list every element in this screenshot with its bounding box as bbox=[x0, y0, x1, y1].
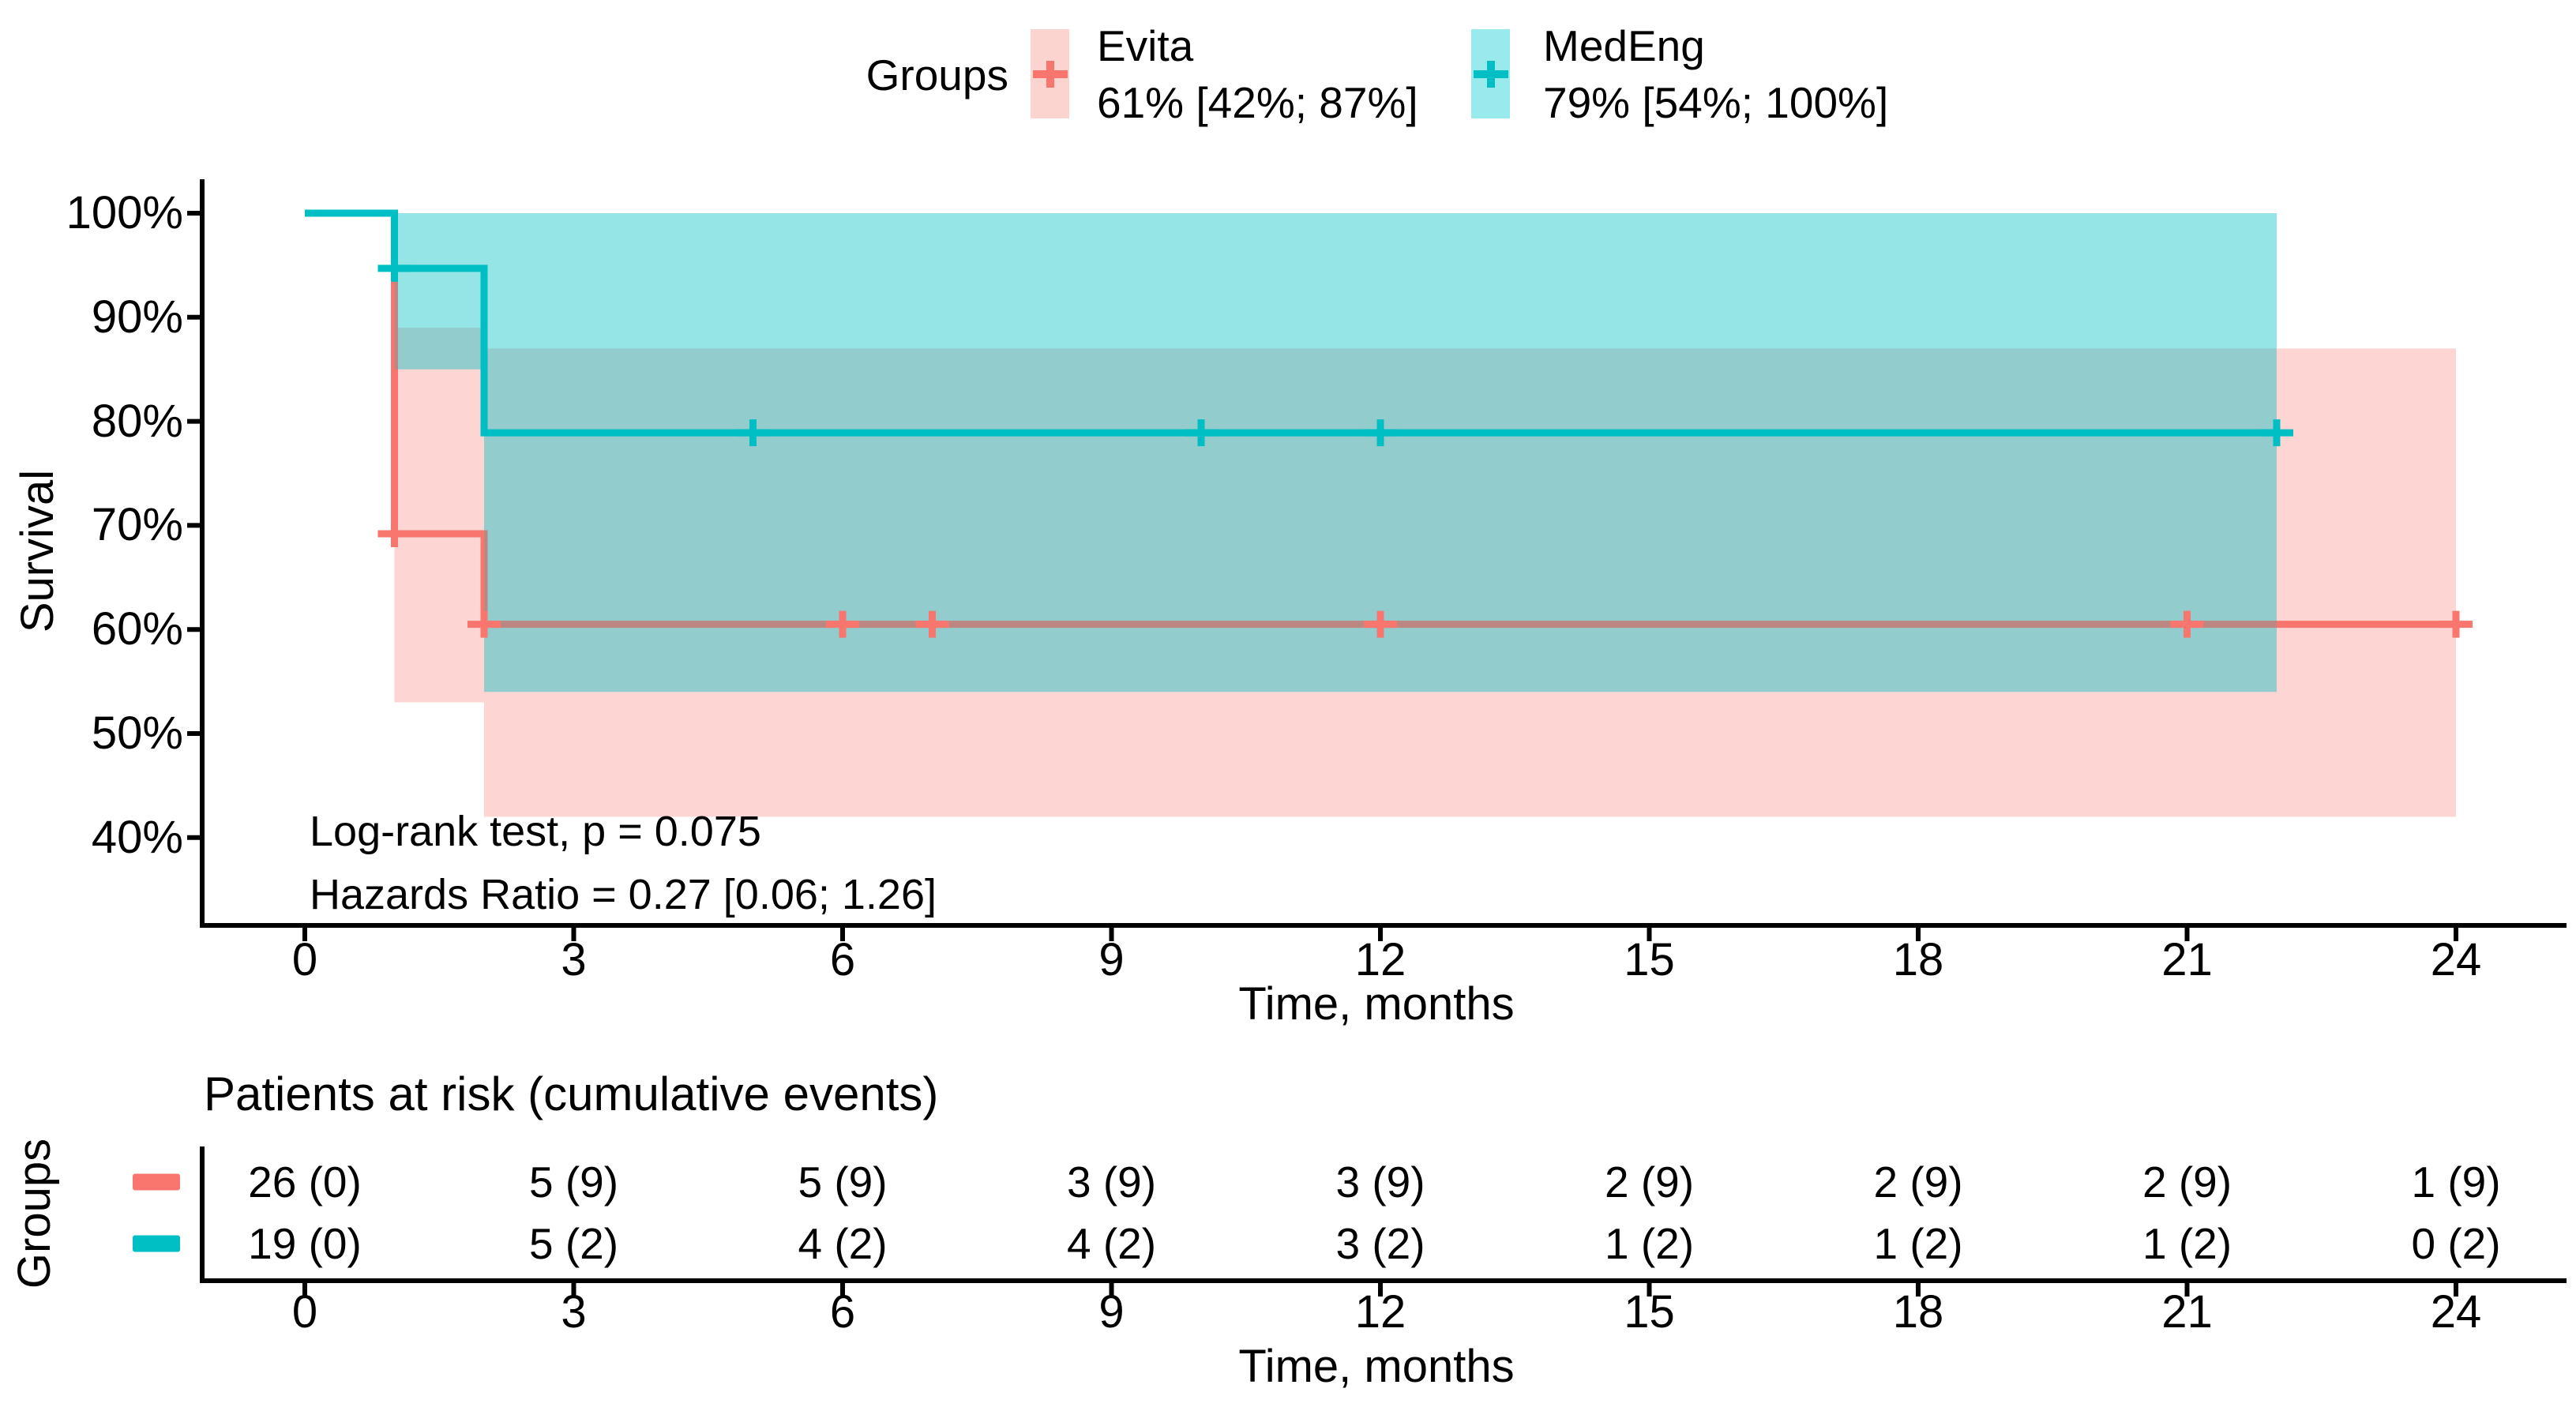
risk-x-tick-label: 12 bbox=[1354, 1286, 1406, 1338]
risk-x-tick-label: 15 bbox=[1624, 1286, 1675, 1338]
medeng-confidence-band bbox=[394, 213, 484, 370]
risk-cell-medeng: 1 (2) bbox=[1873, 1219, 1963, 1268]
risk-cell-medeng: 3 (2) bbox=[1335, 1219, 1425, 1268]
legend-label-evita: Evita 61% [42%; 87%] bbox=[1097, 17, 1418, 131]
risk-cell-evita: 3 (9) bbox=[1066, 1158, 1157, 1206]
risk-x-tick-label: 3 bbox=[561, 1286, 587, 1338]
x-tick-label: 18 bbox=[1892, 934, 1944, 985]
medeng-confidence-band bbox=[394, 213, 484, 370]
risk-x-tick-label: 18 bbox=[1892, 1286, 1944, 1338]
censor-plus-icon bbox=[1486, 60, 1495, 88]
risk-cell-medeng: 0 (2) bbox=[2411, 1219, 2501, 1268]
y-tick-label: 100% bbox=[66, 187, 183, 238]
risk-cell-evita: 5 (9) bbox=[528, 1158, 619, 1206]
x-tick-label: 24 bbox=[2430, 934, 2482, 985]
risk-cell-evita: 1 (9) bbox=[2411, 1158, 2501, 1206]
hazard-ratio-annotation: Hazards Ratio = 0.27 [0.06; 1.26] bbox=[310, 871, 937, 918]
risk-cell-medeng: 4 (2) bbox=[1066, 1219, 1157, 1268]
y-tick-label: 80% bbox=[91, 395, 183, 447]
legend-group-estimate: 79% [54%; 100%] bbox=[1543, 78, 1889, 127]
risk-x-tick-label: 9 bbox=[1098, 1286, 1125, 1338]
risk-cell-medeng: 1 (2) bbox=[1604, 1219, 1695, 1268]
risk-cell-evita: 5 (9) bbox=[798, 1158, 888, 1206]
logrank-annotation: Log-rank test, p = 0.075 bbox=[310, 808, 761, 855]
legend-title: Groups bbox=[866, 51, 1008, 99]
risk-table-x-axis-title: Time, months bbox=[1238, 1341, 1515, 1392]
risk-cell-evita: 3 (9) bbox=[1335, 1158, 1425, 1206]
legend-label-medeng: MedEng 79% [54%; 100%] bbox=[1543, 17, 1888, 131]
legend-group-name: MedEng bbox=[1543, 21, 1705, 70]
risk-x-tick-label: 21 bbox=[2161, 1286, 2213, 1338]
risk-row-swatch-evita bbox=[133, 1173, 180, 1191]
risk-cell-evita: 2 (9) bbox=[1873, 1158, 1963, 1206]
x-axis-title: Time, months bbox=[1238, 978, 1515, 1030]
y-tick-label: 60% bbox=[91, 603, 183, 655]
legend-key-medeng[interactable] bbox=[1471, 29, 1510, 118]
risk-cell-medeng: 19 (0) bbox=[248, 1219, 362, 1268]
legend-group-name: Evita bbox=[1097, 21, 1194, 70]
x-tick-label: 9 bbox=[1098, 934, 1125, 985]
legend-group-estimate: 61% [42%; 87%] bbox=[1097, 78, 1418, 127]
x-tick-label: 3 bbox=[561, 934, 587, 985]
x-tick-label: 0 bbox=[291, 934, 318, 985]
risk-x-tick-label: 6 bbox=[829, 1286, 856, 1338]
x-tick-label: 21 bbox=[2161, 934, 2213, 985]
risk-table-title: Patients at risk (cumulative events) bbox=[204, 1068, 939, 1120]
risk-cell-evita: 26 (0) bbox=[248, 1158, 362, 1206]
x-tick-label: 6 bbox=[829, 934, 856, 985]
medeng-survival-curve[interactable] bbox=[305, 209, 2277, 437]
risk-x-tick-label: 0 bbox=[291, 1286, 318, 1338]
censor-plus-icon bbox=[1046, 60, 1054, 88]
evita-confidence-band bbox=[394, 327, 484, 703]
risk-row-swatch-medeng bbox=[133, 1235, 180, 1252]
x-tick-label: 12 bbox=[1354, 934, 1406, 985]
risk-cell-evita: 2 (9) bbox=[1604, 1158, 1695, 1206]
risk-cell-medeng: 1 (2) bbox=[2142, 1219, 2232, 1268]
y-tick-label: 70% bbox=[91, 499, 183, 551]
evita-confidence-band bbox=[484, 348, 2456, 817]
risk-x-tick-label: 24 bbox=[2430, 1286, 2482, 1338]
y-tick-label: 50% bbox=[91, 707, 183, 759]
y-tick-label: 40% bbox=[91, 811, 183, 863]
legend-key-evita[interactable] bbox=[1031, 29, 1069, 118]
y-tick-label: 90% bbox=[91, 291, 183, 343]
risk-table-group-axis-label: Groups bbox=[9, 1138, 60, 1289]
x-tick-label: 15 bbox=[1624, 934, 1675, 985]
risk-cell-evita: 2 (9) bbox=[2142, 1158, 2232, 1206]
risk-cell-medeng: 5 (2) bbox=[528, 1219, 619, 1268]
risk-cell-medeng: 4 (2) bbox=[798, 1219, 888, 1268]
